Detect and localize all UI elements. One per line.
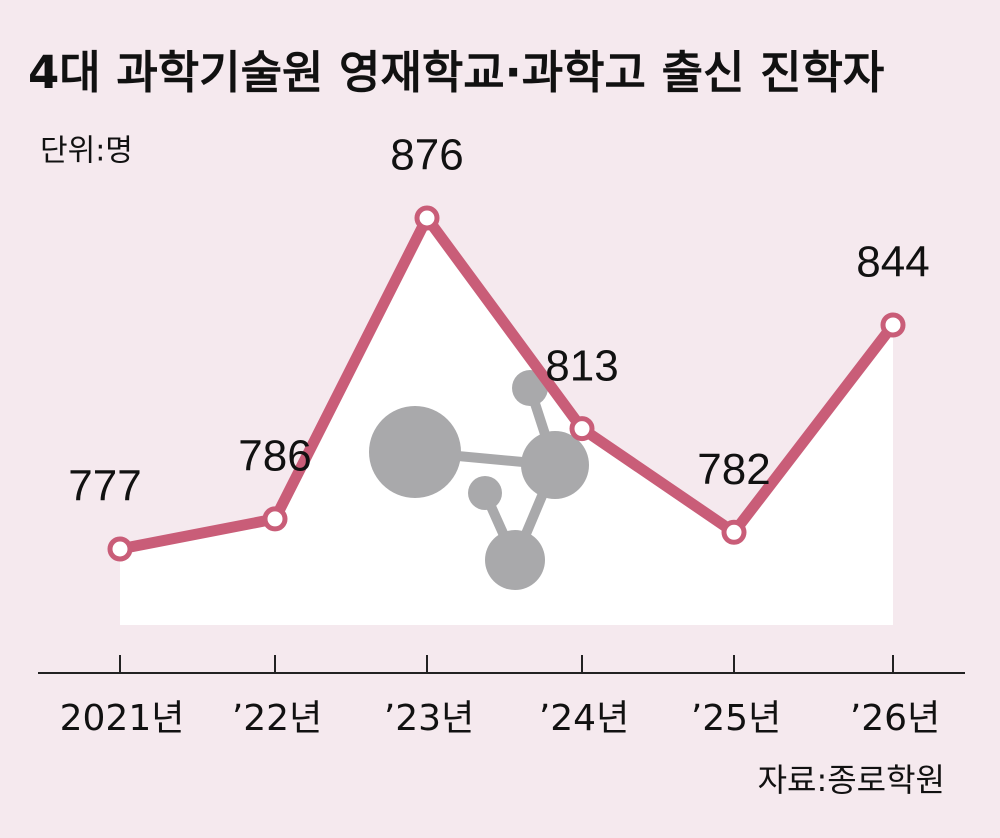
value-label: 876 <box>390 131 463 180</box>
x-tick-label: ’26년 <box>850 698 940 739</box>
value-label: 786 <box>238 432 311 481</box>
value-label: 777 <box>68 462 141 511</box>
marker <box>262 506 288 532</box>
marker <box>414 205 440 231</box>
value-label: 782 <box>697 445 770 494</box>
marker <box>569 416 595 442</box>
chart-title: 4대 과학기술원 영재학교·과학고 출신 진학자 <box>28 46 884 99</box>
x-tick-label: ’24년 <box>539 698 629 739</box>
marker <box>107 536 133 562</box>
marker <box>721 519 747 545</box>
line <box>118 212 898 555</box>
area <box>120 218 893 625</box>
value-label: 813 <box>545 341 618 390</box>
x-tick-label: ’25년 <box>691 698 781 739</box>
x-tick-label: 2021년 <box>60 698 185 739</box>
molecule-icon <box>369 370 589 590</box>
unit-label: 단위:명 <box>40 134 133 169</box>
x-tick-label: ’23년 <box>384 698 474 739</box>
value-label: 844 <box>856 238 929 287</box>
x-tick-label: ’22년 <box>232 698 322 739</box>
source-label: 자료:종로학원 <box>758 761 945 799</box>
marker <box>880 312 906 338</box>
